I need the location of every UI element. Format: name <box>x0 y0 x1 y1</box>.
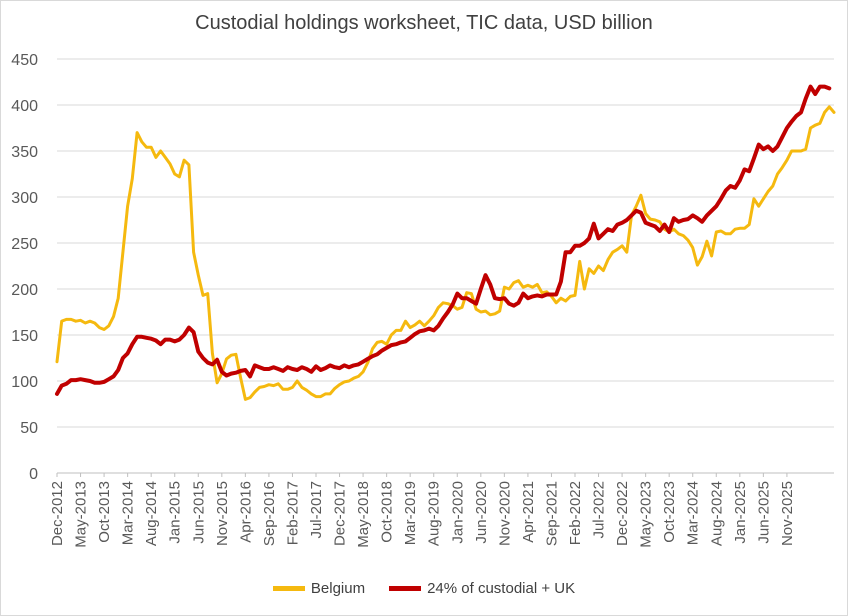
y-tick-label: 100 <box>11 374 38 391</box>
legend-swatch-belgium <box>272 586 305 591</box>
x-tick-label: Aug-2019 <box>426 481 443 546</box>
legend-label-belgium: Belgium <box>310 580 366 597</box>
y-tick-label: 300 <box>11 190 38 207</box>
x-tick-label: Oct-2013 <box>96 481 113 543</box>
y-tick-label: 250 <box>11 236 38 253</box>
x-tick-label: Jan-2015 <box>167 481 184 544</box>
chart-legend: Belgium 24% of custodial + UK <box>0 580 848 597</box>
y-tick-label: 450 <box>11 52 38 69</box>
y-tick-label: 350 <box>11 144 38 161</box>
legend-swatch-custodial-uk <box>389 586 422 591</box>
y-tick-label: 0 <box>29 466 38 483</box>
x-tick-label: Feb-2022 <box>567 481 584 545</box>
x-tick-label: Mar-2014 <box>120 481 137 545</box>
x-tick-label: May-2013 <box>73 481 90 548</box>
chart-title: Custodial holdings worksheet, TIC data, … <box>195 12 653 34</box>
x-tick-label: Oct-2023 <box>661 481 678 543</box>
legend-label-custodial-uk: 24% of custodial + UK <box>427 580 576 597</box>
series-line-24-of-custodial-uk <box>55 84 832 396</box>
y-tick-label: 200 <box>11 282 38 299</box>
x-tick-label: Apr-2016 <box>237 481 254 543</box>
x-tick-label: Nov-2015 <box>214 481 231 546</box>
x-tick-label: Mar-2024 <box>685 481 702 545</box>
x-tick-label: Nov-2020 <box>496 481 513 546</box>
x-tick-label: Dec-2022 <box>614 481 631 546</box>
x-tick-label: Feb-2017 <box>284 481 301 545</box>
x-tick-label: Jan-2020 <box>449 481 466 544</box>
x-tick-label: Aug-2014 <box>143 481 160 546</box>
x-tick-label: Oct-2018 <box>379 481 396 543</box>
legend-item-belgium: Belgium <box>272 580 366 597</box>
series-line-belgium <box>55 105 836 401</box>
x-tick-label: Jul-2022 <box>591 481 608 539</box>
x-tick-label: Jun-2015 <box>190 481 207 544</box>
x-tick-label: Jun-2025 <box>755 481 772 544</box>
x-tick-label: Apr-2021 <box>520 481 537 543</box>
y-tick-label: 400 <box>11 98 38 115</box>
x-tick-label: Nov-2025 <box>779 481 796 546</box>
x-tick-label: Mar-2019 <box>402 481 419 545</box>
x-tick-label: Jan-2025 <box>732 481 749 544</box>
x-tick-label: Jun-2020 <box>473 481 490 544</box>
x-tick-label: May-2023 <box>638 481 655 548</box>
x-tick-label: May-2018 <box>355 481 372 548</box>
x-tick-label: Sep-2021 <box>543 481 560 546</box>
y-tick-label: 150 <box>11 328 38 345</box>
x-tick-label: Dec-2017 <box>332 481 349 546</box>
x-tick-label: Dec-2012 <box>49 481 66 546</box>
x-tick-label: Aug-2024 <box>708 481 725 546</box>
legend-item-custodial-uk: 24% of custodial + UK <box>389 580 575 597</box>
x-tick-label: Sep-2016 <box>261 481 278 546</box>
y-tick-label: 50 <box>20 420 38 437</box>
x-tick-label: Jul-2017 <box>308 481 325 539</box>
